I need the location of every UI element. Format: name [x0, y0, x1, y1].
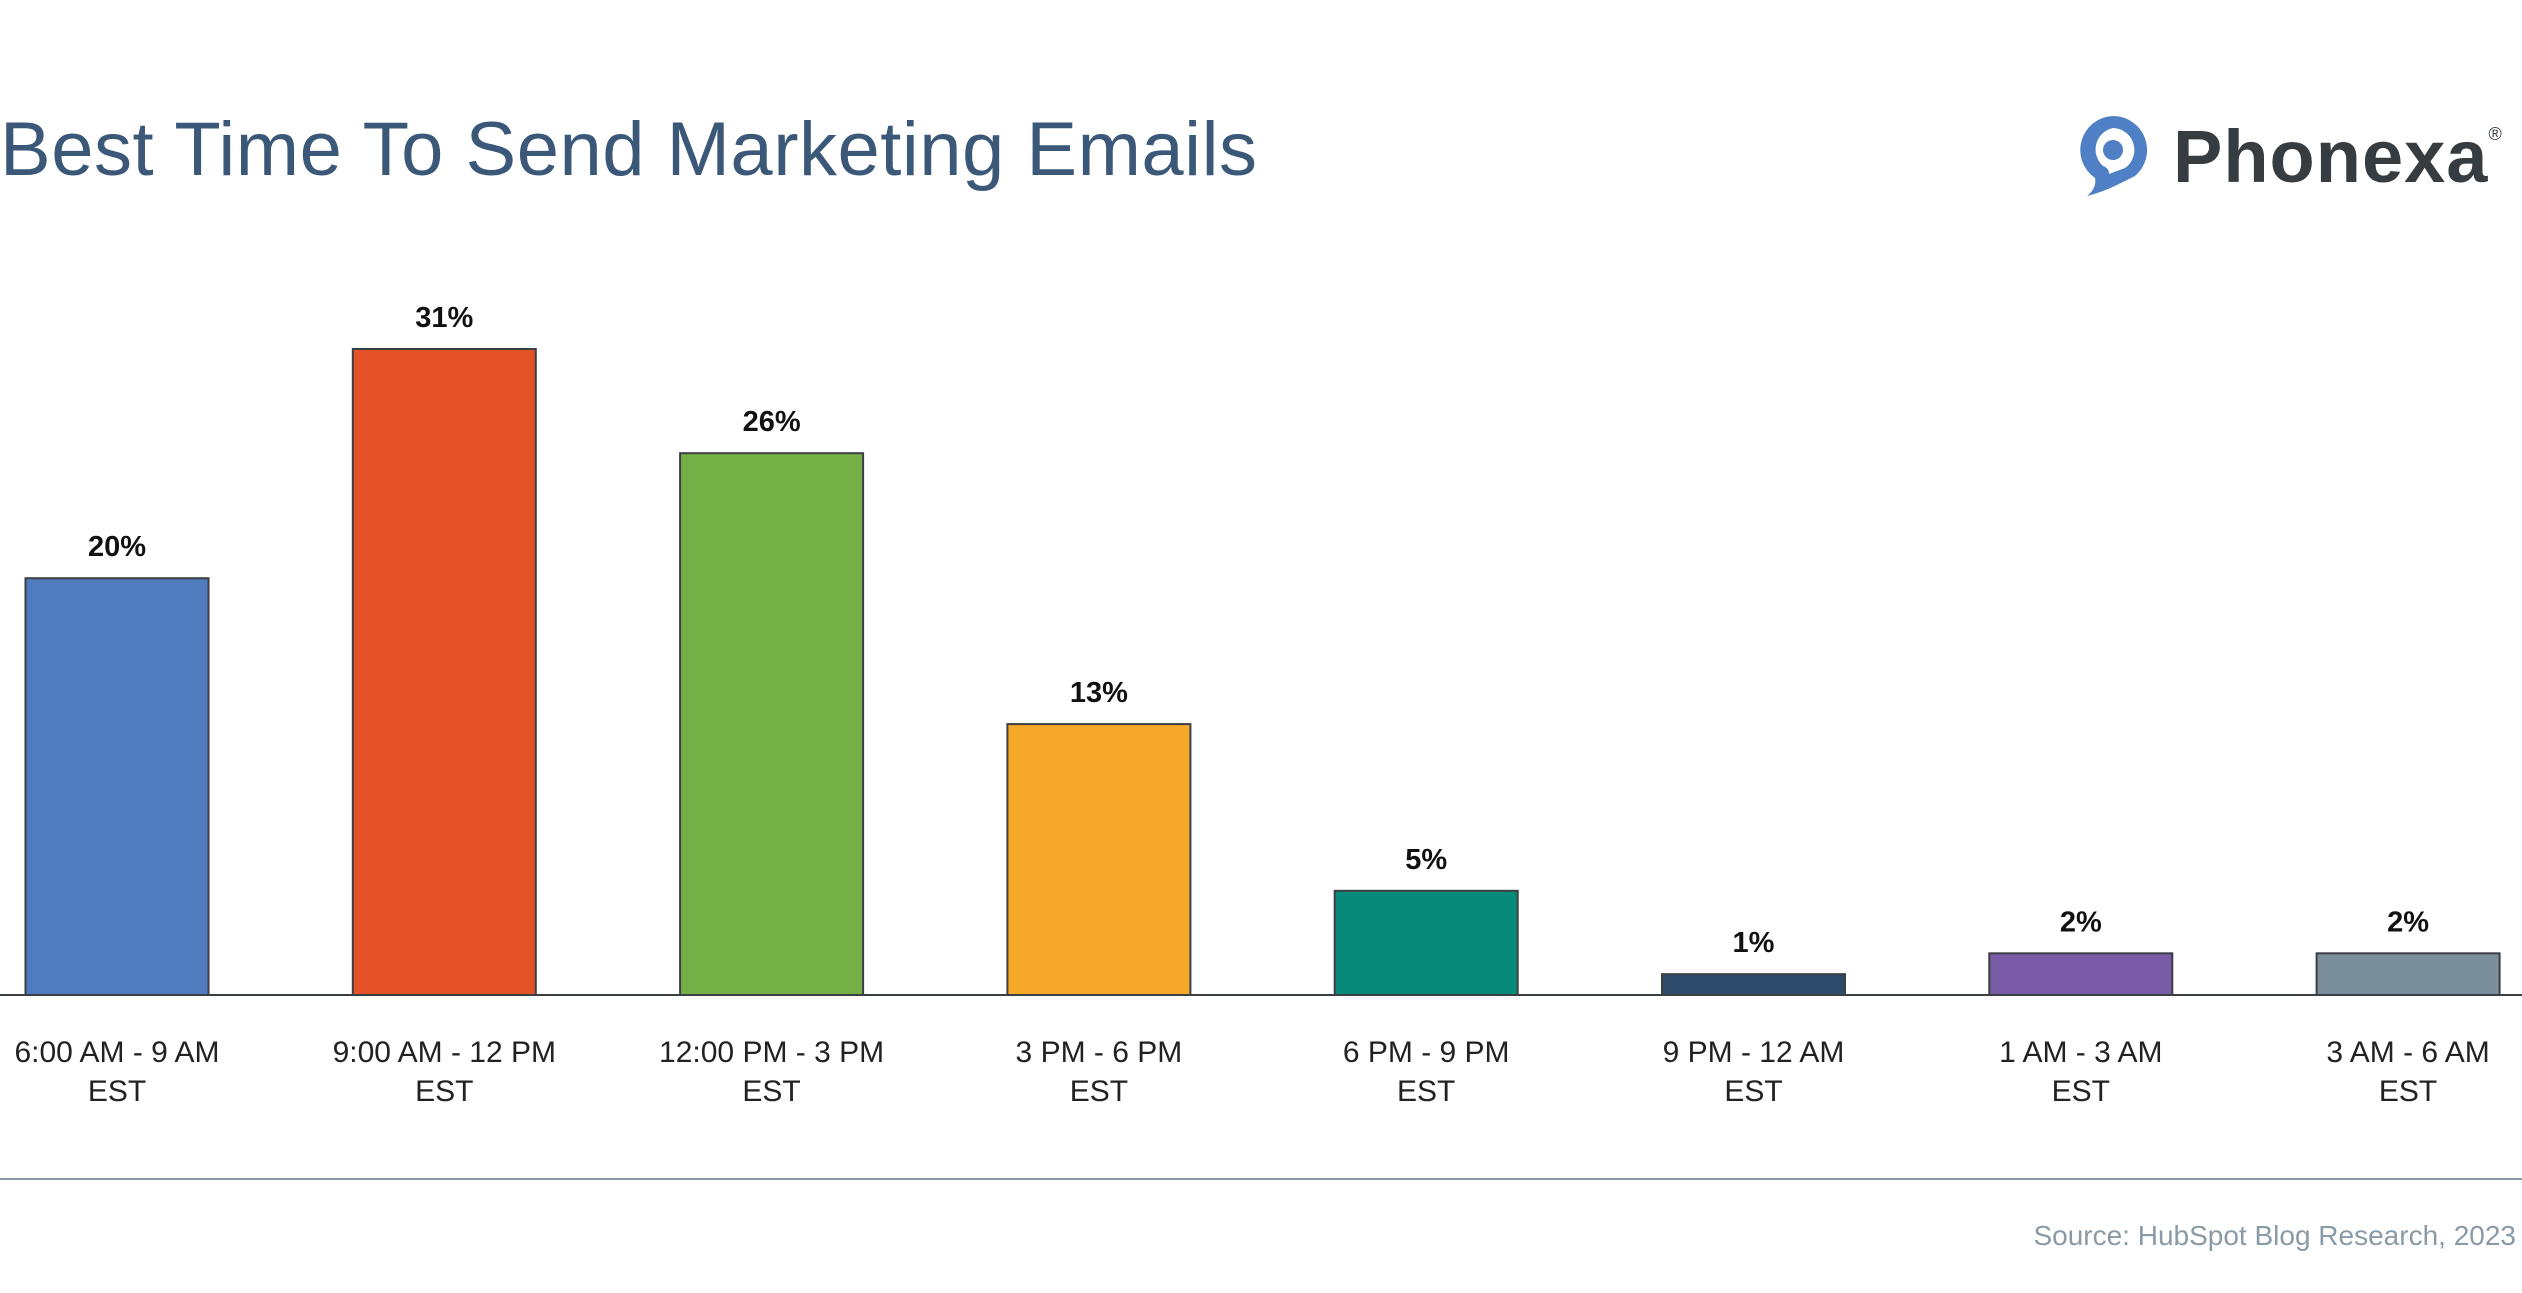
- data-label: 26%: [743, 406, 801, 438]
- data-label: 13%: [1070, 677, 1128, 709]
- x-tick-label: 12:00 PM - 3 PM: [659, 1036, 884, 1069]
- x-tick-label: 9 PM - 12 AM: [1663, 1036, 1845, 1069]
- bar: [1333, 889, 1519, 997]
- x-tick-label: EST: [742, 1075, 800, 1108]
- data-label: 20%: [88, 531, 146, 563]
- x-tick-label: 3 AM - 6 AM: [2326, 1036, 2489, 1069]
- source-note: Source: HubSpot Blog Research, 2023: [2033, 1220, 2516, 1251]
- x-tick-label: 6 PM - 9 PM: [1343, 1036, 1510, 1069]
- x-tick-label: 6:00 AM - 9 AM: [14, 1036, 219, 1069]
- bar: [1661, 973, 1846, 997]
- x-tick-label: 9:00 AM - 12 PM: [333, 1036, 556, 1069]
- data-label: 2%: [2387, 906, 2429, 938]
- data-label: 31%: [415, 302, 473, 334]
- bar: [351, 348, 537, 996]
- x-tick-label: EST: [1070, 1075, 1128, 1108]
- bar: [2315, 952, 2501, 996]
- x-tick-label: EST: [1724, 1075, 1782, 1108]
- x-tick-label: EST: [1397, 1075, 1455, 1108]
- x-tick-label: EST: [88, 1075, 146, 1108]
- data-label: 1%: [1733, 927, 1775, 959]
- bar: [679, 452, 865, 996]
- bar: [1988, 952, 2174, 996]
- brand-logo: Phonexa ®: [2075, 112, 2502, 200]
- x-tick-label: EST: [2052, 1075, 2110, 1108]
- bar: [24, 577, 210, 997]
- bar-chart: 20% 6:00 AM - 9 AM EST 31% 9:00 AM - 12 PM ES…: [0, 302, 2522, 1108]
- data-label: 2%: [2060, 906, 2102, 938]
- bar: [1006, 723, 1192, 997]
- speech-bubble-pin-icon: [2080, 115, 2148, 196]
- registered-mark: ®: [2488, 124, 2502, 144]
- data-label: 5%: [1405, 844, 1447, 876]
- x-tick-label: EST: [415, 1075, 473, 1108]
- x-tick-label: 1 AM - 3 AM: [1999, 1036, 2162, 1069]
- x-tick-label: 3 PM - 6 PM: [1016, 1036, 1183, 1069]
- brand-name: Phonexa: [2173, 114, 2489, 198]
- chart-title: Best Time To Send Marketing Emails: [0, 107, 1258, 192]
- footer-divider: [0, 1178, 2522, 1180]
- x-tick-label: EST: [2379, 1075, 2437, 1108]
